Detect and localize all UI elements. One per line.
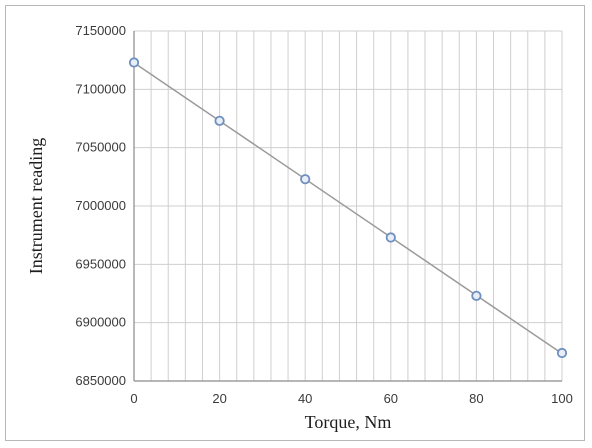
data-point <box>214 115 225 126</box>
grid-lines <box>133 30 563 382</box>
y-axis-title: Instrument reading <box>26 138 46 274</box>
data-point <box>385 232 396 243</box>
y-tick-label: 7150000 <box>75 23 126 38</box>
x-tick-label: 40 <box>298 391 312 406</box>
trendline <box>133 62 563 355</box>
data-point <box>471 290 482 301</box>
y-tick-label: 6900000 <box>75 315 126 330</box>
data-point <box>128 57 140 68</box>
y-tick-label: 7050000 <box>75 140 126 155</box>
x-tick-label: 80 <box>469 391 483 406</box>
axes <box>133 31 562 382</box>
y-tick-label: 7100000 <box>75 81 126 96</box>
data-point <box>556 347 568 359</box>
y-tick-label: 6950000 <box>75 256 126 271</box>
data-points <box>128 57 568 359</box>
x-tick-label: 100 <box>551 391 573 406</box>
x-tick-label: 0 <box>130 391 137 406</box>
tick-labels: 6850000 6900000 6950000 7000000 7050000 71000… <box>75 23 572 406</box>
linear-trendline <box>133 62 563 355</box>
x-tick-label: 60 <box>384 391 398 406</box>
chart-frame <box>5 5 585 441</box>
x-axis-title: Torque, Nm <box>305 412 392 432</box>
y-tick-label: 7000000 <box>75 198 126 213</box>
y-tick-label: 6850000 <box>75 373 126 388</box>
x-tick-label: 20 <box>212 391 226 406</box>
data-point <box>300 174 311 185</box>
